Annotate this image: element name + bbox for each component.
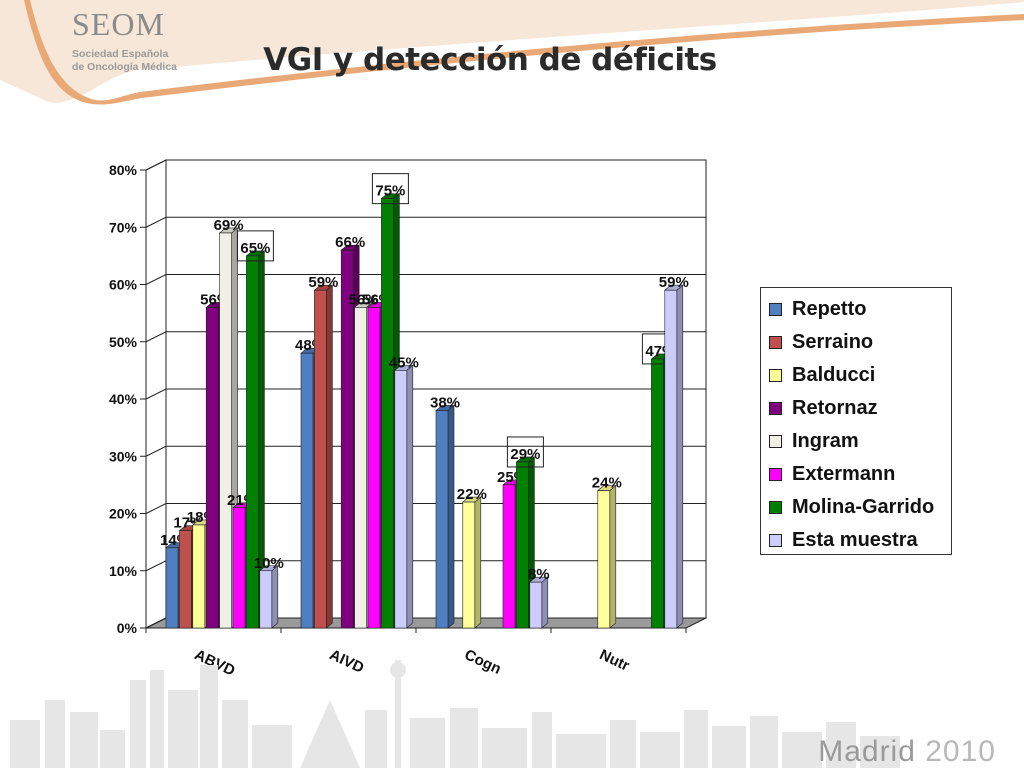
- seom-logo: SEOM Sociedad Española de Oncología Médi…: [62, 6, 212, 86]
- legend-swatch: [769, 302, 782, 316]
- bar-chart: 0%10%20%30%40%50%60%70%80%14%17%18%56%69…: [109, 159, 707, 680]
- legend-label: Repetto: [792, 297, 867, 320]
- data-label: 59%: [659, 274, 689, 291]
- y-tick-label: 30%: [109, 448, 138, 464]
- legend-swatch: [769, 434, 782, 448]
- legend-swatch: [769, 467, 782, 481]
- gridline: [145, 159, 706, 171]
- legend-label: Retornaz: [792, 396, 878, 419]
- data-label: 22%: [457, 486, 487, 503]
- legend-item: Repetto: [769, 296, 866, 322]
- legend-label: Esta muestra: [792, 528, 918, 551]
- legend-label: Serraino: [792, 330, 874, 353]
- y-tick-label: 10%: [109, 563, 138, 579]
- legend-item: Balducci: [769, 362, 875, 388]
- footer-city: Madrid: [818, 735, 916, 768]
- bar-esta-muestra-cogn: [528, 576, 549, 629]
- gridline: [145, 274, 706, 285]
- gridline: [145, 216, 706, 228]
- legend-swatch: [769, 533, 782, 547]
- data-label: 59%: [308, 274, 338, 291]
- y-tick-label: 0%: [117, 620, 138, 636]
- gridline: [145, 445, 706, 457]
- bar-balducci-cogn: [461, 496, 482, 629]
- logo-subtitle-line-2: de Oncología Médica: [72, 61, 178, 73]
- data-label: 38%: [430, 394, 460, 411]
- footer-madrid-2010: Madrid 2010: [818, 735, 996, 769]
- data-label: 75%: [375, 183, 405, 200]
- highlight-box: [371, 173, 409, 205]
- y-tick-label: 80%: [109, 162, 138, 178]
- data-label: 29%: [510, 446, 540, 463]
- y-tick-label: 20%: [109, 506, 138, 522]
- y-tick-label: 40%: [109, 391, 138, 407]
- slide-title: VGI y detección de déficits: [263, 42, 717, 78]
- highlight-box: [506, 436, 544, 468]
- y-tick-label: 50%: [109, 334, 138, 350]
- legend-label: Ingram: [792, 429, 859, 452]
- legend-swatch: [769, 401, 782, 415]
- bar-esta-muestra-abvd: [258, 565, 279, 629]
- data-label: 24%: [592, 475, 622, 492]
- legend-item: Serraino: [769, 329, 873, 355]
- data-label: 69%: [214, 217, 244, 234]
- y-tick-label: 70%: [109, 219, 138, 235]
- data-label: 56%: [349, 291, 379, 308]
- bar-repetto-cogn: [435, 404, 455, 629]
- data-label: 8%: [528, 566, 550, 583]
- legend-item: Molina-Garrido: [769, 494, 934, 520]
- data-label: 10%: [254, 555, 284, 572]
- chart-legend: Repetto Serraino Balducci Retornaz Ingram Ext…: [760, 287, 952, 555]
- legend-label: Extermann: [792, 462, 896, 485]
- header-band: [0, 0, 1024, 110]
- bar-esta-muestra-aivd: [393, 364, 414, 629]
- highlight-box: [236, 230, 274, 262]
- legend-item: Ingram: [769, 428, 859, 454]
- header-swoosh: [0, 0, 1024, 105]
- gridline: [145, 388, 706, 400]
- legend-item: Esta muestra: [769, 527, 918, 553]
- bar-molina-garrido-abvd: [245, 250, 266, 629]
- data-label: 45%: [389, 354, 419, 371]
- legend-item: Extermann: [769, 461, 895, 487]
- logo-subtitle-line-1: Sociedad Española: [72, 48, 169, 60]
- footer-year: 2010: [925, 735, 996, 768]
- data-label: 65%: [240, 240, 270, 257]
- gridline: [145, 331, 706, 343]
- bar-balducci-nutr: [596, 484, 617, 629]
- y-tick-label: 60%: [109, 277, 138, 293]
- bar-serraino-aivd: [313, 284, 334, 629]
- legend-swatch: [769, 335, 782, 349]
- legend-swatch: [769, 500, 782, 514]
- madrid-skyline-decoration: [10, 660, 900, 768]
- legend-item: Retornaz: [769, 395, 878, 421]
- legend-label: Molina-Garrido: [792, 495, 935, 518]
- legend-swatch: [769, 368, 782, 382]
- legend-label: Balducci: [792, 363, 876, 386]
- data-label: 66%: [335, 234, 365, 251]
- bar-esta-muestra-nutr: [663, 284, 684, 629]
- logo-title: SEOM: [72, 6, 165, 42]
